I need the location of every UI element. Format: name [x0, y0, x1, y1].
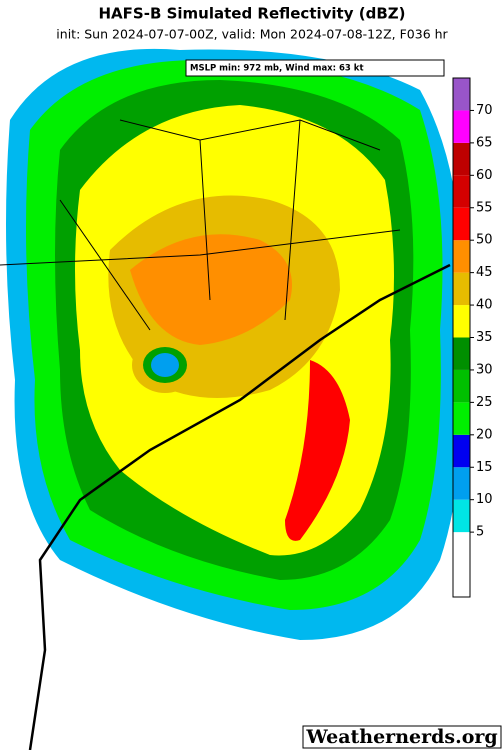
colorbar-label: 70 — [476, 103, 493, 118]
colorbar-label: 15 — [476, 460, 493, 475]
colorbar-band — [453, 142, 470, 176]
colorbar-label: 25 — [476, 395, 493, 410]
watermark: Weathernerds.org — [305, 726, 497, 748]
colorbar-label: 40 — [476, 298, 493, 313]
colorbar-band — [453, 467, 470, 500]
colorbar-band — [453, 499, 470, 533]
coastline — [28, 263, 451, 750]
reflectivity-field — [6, 48, 463, 640]
colorbar-band — [453, 434, 470, 468]
colorbar-label: 30 — [476, 362, 493, 377]
colorbar-label: 55 — [476, 200, 493, 215]
colorbar-band — [453, 402, 470, 435]
colorbar-band — [453, 305, 470, 338]
colorbar: 5 10 15 20 25 30 35 40 45 50 55 60 65 70 — [452, 77, 493, 598]
colorbar-label: 5 — [476, 525, 484, 540]
colorbar-band — [453, 175, 470, 208]
colorbar-label: 45 — [476, 265, 493, 280]
colorbar-label: 35 — [476, 330, 493, 345]
colorbar-outline — [452, 77, 471, 598]
info-box — [185, 59, 445, 77]
boundaries — [0, 119, 401, 331]
colorbar-label: 50 — [476, 233, 493, 248]
subtitle: init: Sun 2024-07-07-00Z, valid: Mon 202… — [56, 27, 448, 42]
colorbar-band — [453, 369, 470, 403]
info-text: MSLP min: 972 mb, Wind max: 63 kt — [190, 64, 364, 74]
colorbar-band — [453, 207, 470, 241]
colorbar-band — [453, 272, 470, 306]
colorbar-band — [453, 110, 470, 143]
colorbar-band — [453, 337, 470, 370]
colorbar-label: 10 — [476, 492, 493, 507]
title: HAFS-B Simulated Reflectivity (dBZ) — [99, 5, 406, 23]
colorbar-label: 60 — [476, 168, 493, 183]
watermark-box — [302, 725, 502, 749]
colorbar-label: 20 — [476, 427, 493, 442]
colorbar-label: 65 — [476, 135, 493, 150]
colorbar-band — [453, 240, 470, 273]
colorbar-band — [453, 78, 470, 111]
